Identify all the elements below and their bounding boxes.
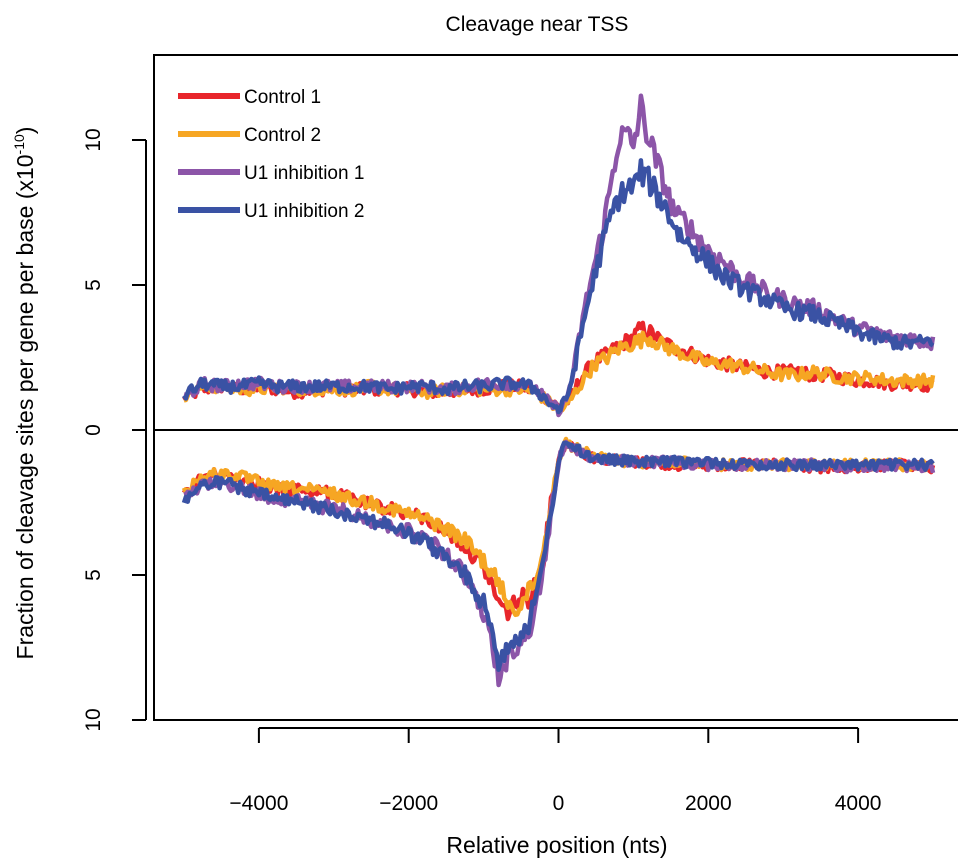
series-line-u1-inhibition-2-lower bbox=[181, 440, 935, 672]
x-tick-label: 4000 bbox=[835, 792, 882, 815]
x-tick-label: −4000 bbox=[229, 792, 288, 815]
x-axis: −4000 −2000 0 2000 4000 bbox=[229, 727, 882, 815]
legend-label-u1-inhibition-2: U1 inhibition 2 bbox=[244, 201, 364, 222]
y-axis-label-exponent: -10 bbox=[11, 134, 27, 154]
y-tick-label: 5 bbox=[82, 279, 105, 291]
series-line-control-1-upper bbox=[182, 320, 935, 411]
series-line-u1-inhibition-2-upper bbox=[182, 158, 935, 415]
x-tick-label: 2000 bbox=[685, 792, 732, 815]
legend-label-control-2: Control 2 bbox=[244, 125, 321, 146]
plot-frame bbox=[153, 54, 958, 721]
x-tick-label: −2000 bbox=[379, 792, 438, 815]
y-tick-label: 5 bbox=[82, 569, 105, 581]
series-layer bbox=[181, 93, 936, 688]
legend-label-control-1: Control 1 bbox=[244, 87, 321, 108]
legend: Control 1 Control 2 U1 inhibition 1 U1 inhi… bbox=[178, 87, 364, 222]
y-tick-label: 0 bbox=[82, 424, 105, 436]
y-tick-label: 10 bbox=[82, 708, 105, 731]
x-tick-label: 0 bbox=[553, 792, 565, 815]
chart-title: Cleavage near TSS bbox=[446, 13, 629, 36]
y-axis-label-main: Fraction of cleavage sites per gene per … bbox=[12, 154, 38, 659]
y-axis-label-close: ) bbox=[12, 127, 38, 135]
series-u1-inhibition-2 bbox=[181, 158, 935, 672]
legend-label-u1-inhibition-1: U1 inhibition 1 bbox=[244, 163, 364, 184]
y-tick-label: 10 bbox=[82, 128, 105, 151]
x-axis-label: Relative position (nts) bbox=[446, 832, 667, 858]
y-axis-label: Fraction of cleavage sites per gene per … bbox=[11, 127, 38, 660]
y-axis: 10 5 0 5 10 bbox=[82, 128, 147, 732]
